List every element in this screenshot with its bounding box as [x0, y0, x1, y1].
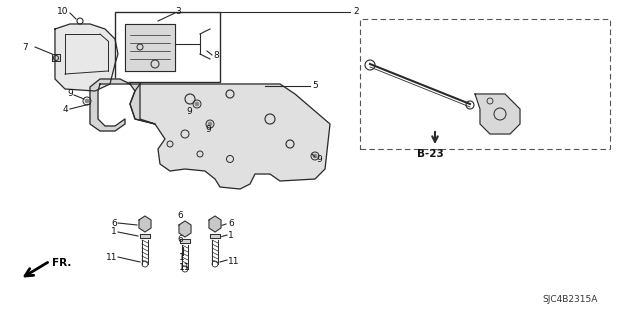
Text: 10: 10 — [56, 6, 68, 16]
Polygon shape — [209, 216, 221, 232]
Text: 1: 1 — [111, 227, 117, 236]
Text: 6: 6 — [111, 219, 117, 227]
Polygon shape — [210, 234, 220, 238]
Text: 11: 11 — [106, 253, 117, 262]
Polygon shape — [140, 234, 150, 238]
Text: 9: 9 — [186, 107, 192, 115]
Circle shape — [195, 102, 199, 106]
Text: FR.: FR. — [52, 258, 72, 268]
Text: 4: 4 — [62, 105, 68, 114]
Text: 2: 2 — [353, 8, 358, 17]
Text: 8: 8 — [213, 51, 219, 61]
Text: 6: 6 — [228, 219, 234, 227]
Polygon shape — [475, 94, 520, 134]
Text: 3: 3 — [175, 6, 180, 16]
Circle shape — [313, 154, 317, 158]
Text: 1: 1 — [179, 253, 185, 262]
Polygon shape — [179, 221, 191, 237]
Circle shape — [208, 122, 212, 126]
Bar — [115, 12, 220, 82]
Polygon shape — [130, 84, 330, 189]
Polygon shape — [90, 79, 155, 131]
Text: 6: 6 — [177, 235, 183, 244]
Circle shape — [85, 99, 89, 103]
Text: 11: 11 — [228, 256, 239, 265]
Text: 5: 5 — [312, 81, 317, 91]
Bar — [360, 19, 610, 149]
Polygon shape — [52, 54, 60, 61]
Polygon shape — [180, 239, 190, 243]
Polygon shape — [55, 24, 118, 91]
Text: 9: 9 — [316, 154, 322, 164]
Text: 7: 7 — [22, 42, 28, 51]
Text: B-23: B-23 — [417, 149, 444, 159]
Text: 9: 9 — [205, 124, 211, 133]
Text: SJC4B2315A: SJC4B2315A — [542, 294, 598, 303]
Text: 9: 9 — [67, 90, 73, 99]
Polygon shape — [139, 216, 151, 232]
Polygon shape — [125, 24, 175, 71]
Text: 11: 11 — [179, 263, 191, 271]
Text: 1: 1 — [228, 231, 234, 240]
Text: 6: 6 — [177, 211, 183, 220]
